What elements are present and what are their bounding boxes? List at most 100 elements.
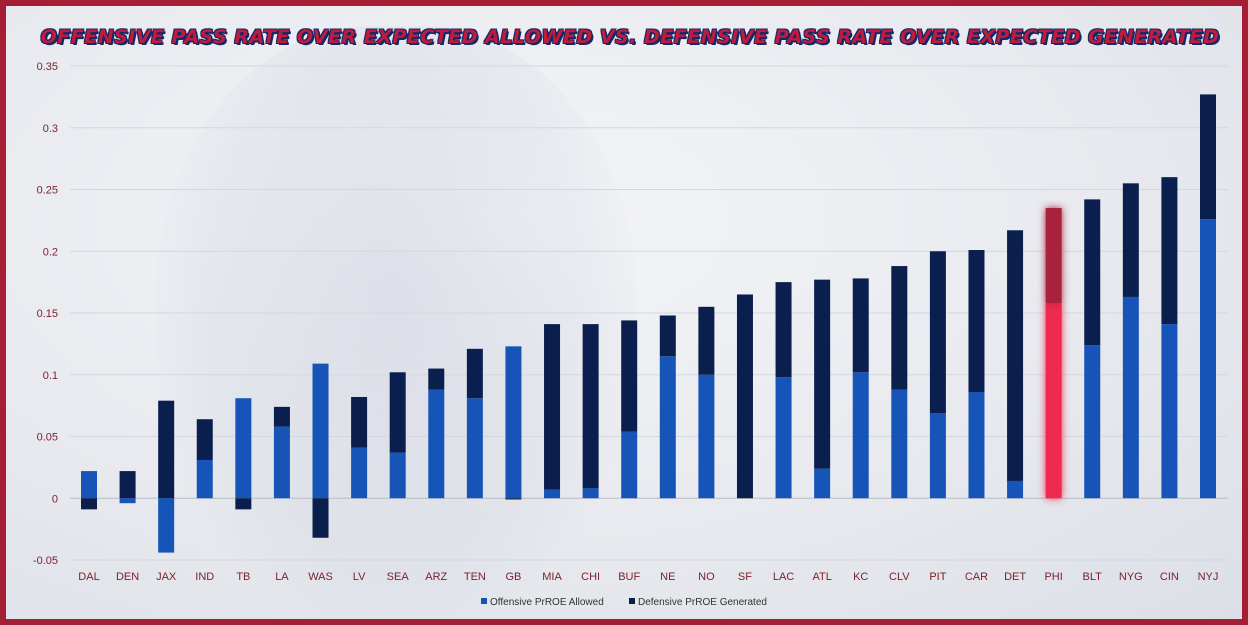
y-tick-label: 0.15 [37, 308, 58, 320]
bar-offensive-atl [814, 468, 831, 499]
x-tick-label: SEA [387, 571, 410, 583]
bar-offensive-no [698, 374, 715, 499]
bar-offensive-chi [582, 488, 599, 499]
legend-label-defensive: Defensive PrROE Generated [638, 597, 767, 608]
x-tick-label: ATL [812, 571, 831, 583]
bars [81, 94, 1216, 553]
y-tick-label: 0.2 [43, 246, 58, 258]
x-tick-label: PHI [1044, 571, 1062, 583]
bar-offensive-car [968, 392, 985, 499]
bar-offensive-jax [158, 498, 175, 553]
bar-offensive-blt [1084, 345, 1101, 499]
bar-offensive-nyg [1122, 296, 1139, 499]
bar-offensive-mia [544, 489, 561, 499]
bar-defensive-lv [351, 396, 368, 448]
x-tick-label: DET [1004, 571, 1026, 583]
bar-offensive-clv [891, 389, 908, 499]
bar-defensive-ne [659, 315, 676, 357]
bar-offensive-gb [505, 346, 522, 499]
bar-defensive-dal [81, 498, 97, 510]
x-axis-ticks: DAL DEN JAX IND TB LA WAS LV SEA ARZ TEN GB MIA CHI BU… [78, 571, 1218, 583]
bar-defensive-ind [196, 419, 213, 460]
y-tick-label: 0.1 [43, 370, 58, 382]
x-tick-label: NE [660, 571, 675, 583]
background-player-image [156, 26, 636, 619]
bar-defensive-mia [544, 324, 561, 490]
bar-offensive-pit [929, 413, 946, 499]
gridlines [70, 65, 1228, 561]
chart-title: Offensive Pass Rate Over Expected Allowe… [40, 26, 1220, 48]
y-tick-label: -0.05 [33, 555, 58, 567]
bar-defensive-arz [428, 368, 445, 390]
x-tick-label: CIN [1160, 571, 1179, 583]
bar-defensive-clv [891, 266, 908, 390]
bar-offensive-den [119, 498, 136, 504]
bar-defensive-sea [389, 372, 406, 453]
y-tick-label: 0.05 [37, 432, 58, 444]
x-tick-label: WAS [308, 571, 333, 583]
x-tick-label: LAC [773, 571, 794, 583]
bar-defensive-no [698, 306, 715, 375]
y-tick-label: 0.25 [37, 185, 58, 197]
bar-offensive-tb [235, 398, 252, 499]
bar-offensive-lac [775, 377, 792, 499]
x-tick-label: JAX [156, 571, 177, 583]
bar-defensive-buf [621, 320, 638, 432]
bar-defensive-was [312, 498, 329, 538]
bar-defensive-cin [1161, 177, 1178, 325]
bar-offensive-phi [1045, 303, 1062, 499]
legend-swatch-offensive [481, 598, 487, 604]
x-tick-label: IND [195, 571, 214, 583]
legend: Offensive PrROE Allowed Defensive PrROE G… [481, 597, 767, 608]
x-tick-label: CLV [889, 571, 910, 583]
bar-defensive-kc [852, 278, 869, 373]
x-tick-label: CHI [581, 571, 600, 583]
bar-defensive-pit [929, 251, 946, 414]
x-tick-label: PIT [929, 571, 946, 583]
bar-offensive-ne [659, 356, 676, 499]
x-tick-label: NYJ [1198, 571, 1219, 583]
bar-defensive-atl [814, 279, 831, 469]
bar-defensive-blt [1084, 199, 1101, 346]
x-tick-label: DEN [116, 571, 139, 583]
y-tick-label: 0.35 [37, 61, 58, 73]
bar-defensive-phi [1045, 208, 1062, 304]
bar-offensive-dal [81, 471, 97, 499]
bar-offensive-det [1007, 480, 1024, 499]
bar-defensive-tb [235, 498, 252, 510]
y-tick-label: 0 [52, 493, 58, 505]
bar-offensive-kc [852, 372, 869, 499]
legend-label-offensive: Offensive PrROE Allowed [490, 597, 604, 608]
bar-offensive-cin [1161, 324, 1178, 499]
bar-offensive-ind [196, 459, 213, 499]
bar-defensive-nyg [1122, 183, 1139, 297]
bar-offensive-buf [621, 431, 638, 499]
bar-defensive-lac [775, 282, 792, 378]
bar-offensive-la [273, 426, 290, 499]
bar-defensive-car [968, 250, 985, 393]
bar-offensive-ten [466, 398, 483, 499]
x-tick-label: BLT [1083, 571, 1103, 583]
x-tick-label: ARZ [425, 571, 447, 583]
legend-swatch-defensive [629, 598, 635, 604]
x-tick-label: NO [698, 571, 715, 583]
x-tick-label: LV [353, 571, 366, 583]
bar-defensive-nyj [1200, 94, 1216, 220]
bar-defensive-sf [736, 294, 753, 499]
bar-defensive-den [119, 471, 136, 499]
x-tick-label: LA [275, 571, 289, 583]
x-tick-label: BUF [618, 571, 640, 583]
x-tick-label: TB [236, 571, 250, 583]
x-tick-label: DAL [78, 571, 99, 583]
y-tick-label: 0.3 [43, 123, 58, 135]
x-tick-label: TEN [464, 571, 486, 583]
bar-offensive-arz [428, 389, 445, 499]
bar-defensive-gb [505, 498, 522, 500]
x-tick-label: NYG [1119, 571, 1143, 583]
bar-offensive-was [312, 363, 329, 499]
x-tick-label: CAR [965, 571, 988, 583]
bar-offensive-lv [351, 447, 368, 499]
bar-offensive-nyj [1200, 219, 1216, 499]
x-tick-label: SF [738, 571, 752, 583]
